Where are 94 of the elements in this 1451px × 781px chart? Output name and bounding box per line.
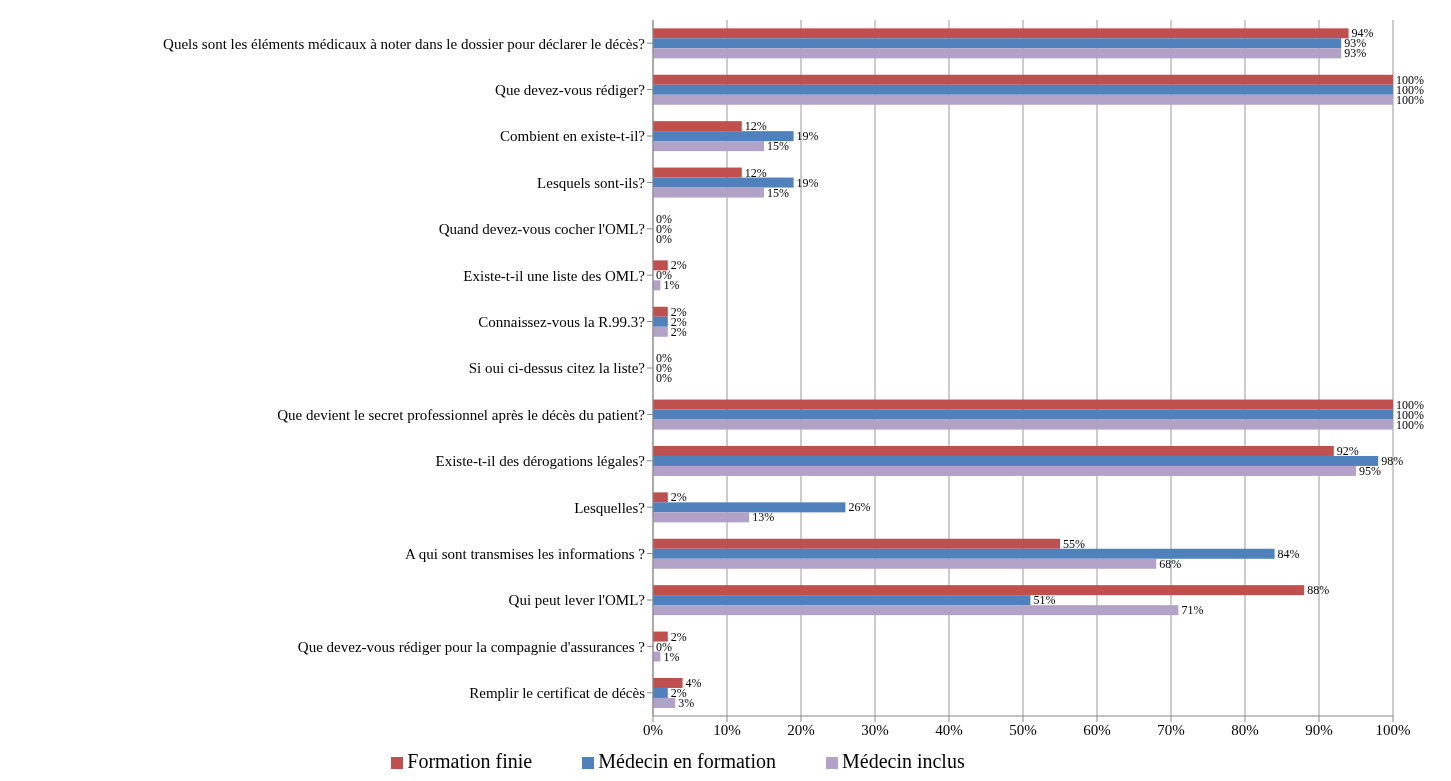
bar bbox=[653, 28, 1349, 39]
bar bbox=[653, 631, 668, 642]
data-label: 98% bbox=[1381, 453, 1404, 468]
data-label: 4% bbox=[685, 675, 702, 690]
bar bbox=[653, 605, 1179, 616]
bar bbox=[653, 445, 1334, 456]
x-tick-label: 60% bbox=[1083, 721, 1111, 738]
data-label: 12% bbox=[744, 119, 767, 134]
x-tick-label: 30% bbox=[861, 721, 889, 738]
y-tick-label: Existe-t-il des dérogations légales? bbox=[435, 453, 646, 470]
bar bbox=[653, 167, 742, 178]
y-tick-label: Quand devez-vous cocher l'OML? bbox=[438, 221, 646, 238]
bar bbox=[653, 74, 1393, 85]
data-label: 100% bbox=[1396, 72, 1424, 87]
y-tick-label: Combient en existe-t-il? bbox=[500, 128, 646, 145]
data-label: 2% bbox=[670, 490, 687, 505]
x-tick-label: 70% bbox=[1157, 721, 1185, 738]
data-label: 95% bbox=[1359, 463, 1381, 478]
x-tick-label: 80% bbox=[1231, 721, 1259, 738]
legend-label: Médecin en formation bbox=[598, 750, 776, 772]
bar bbox=[653, 48, 1342, 59]
y-tick-label: Qui peut lever l'OML? bbox=[508, 592, 646, 609]
x-tick-label: 40% bbox=[935, 721, 963, 738]
data-label: 15% bbox=[767, 185, 789, 200]
data-label: 100% bbox=[1396, 397, 1424, 412]
y-tick-label: Que devez-vous rédiger pour la compagnie d'assurances ? bbox=[297, 638, 646, 655]
data-label: 13% bbox=[752, 510, 775, 525]
bar bbox=[653, 409, 1393, 420]
data-label: 51% bbox=[1033, 593, 1056, 608]
x-tick-label: 100% bbox=[1375, 721, 1411, 738]
bar bbox=[653, 399, 1393, 410]
bar bbox=[653, 260, 668, 271]
data-label: 92% bbox=[1336, 443, 1359, 458]
y-tick-label: Connaissez-vous la R.99.3? bbox=[478, 313, 646, 330]
y-tick-label: Quels sont les éléments médicaux à noter dans le dossier pour déclarer le décès? bbox=[163, 35, 646, 52]
bar bbox=[653, 687, 668, 698]
bar bbox=[653, 558, 1157, 569]
data-label: 68% bbox=[1159, 556, 1182, 571]
x-tick-label: 90% bbox=[1305, 721, 1333, 738]
y-tick-label: A qui sont transmises les informations ? bbox=[405, 545, 646, 562]
data-label: 0% bbox=[656, 371, 672, 386]
y-tick-label: Que devez-vous rédiger? bbox=[495, 81, 646, 98]
x-tick-label: 10% bbox=[713, 721, 741, 738]
y-tick-label: Lesquels sont-ils? bbox=[537, 174, 646, 191]
legend-label: Médecin inclus bbox=[841, 750, 965, 772]
y-tick-label: Si oui ci-dessus citez la liste? bbox=[468, 360, 646, 377]
bar bbox=[653, 94, 1393, 105]
bar bbox=[653, 512, 750, 523]
bar bbox=[653, 38, 1342, 49]
bar bbox=[653, 548, 1275, 559]
bar bbox=[653, 502, 846, 513]
data-label: 26% bbox=[848, 500, 871, 515]
x-tick-label: 50% bbox=[1009, 721, 1037, 738]
x-tick-label: 20% bbox=[787, 721, 815, 738]
data-label: 71% bbox=[1181, 603, 1204, 618]
data-label: 2% bbox=[670, 629, 687, 644]
y-tick-label: Existe-t-il une liste des OML? bbox=[463, 267, 646, 284]
data-label: 93% bbox=[1344, 46, 1367, 61]
bar bbox=[653, 455, 1379, 466]
legend-label: Formation finie bbox=[407, 750, 533, 772]
data-label: 55% bbox=[1063, 536, 1085, 551]
data-label: 2% bbox=[670, 685, 687, 700]
data-label: 12% bbox=[744, 165, 767, 180]
bar bbox=[653, 306, 668, 317]
bar bbox=[653, 595, 1031, 606]
bar bbox=[653, 538, 1060, 549]
bar bbox=[653, 121, 742, 132]
bar bbox=[653, 141, 764, 152]
bar bbox=[653, 326, 668, 337]
data-label: 2% bbox=[670, 258, 687, 273]
bar bbox=[653, 187, 764, 198]
bar bbox=[653, 677, 683, 688]
data-label: 19% bbox=[796, 129, 819, 144]
bar bbox=[653, 419, 1393, 430]
bar bbox=[653, 697, 676, 708]
bar bbox=[653, 84, 1393, 95]
data-label: 84% bbox=[1277, 546, 1300, 561]
data-label: 19% bbox=[796, 175, 819, 190]
bar bbox=[653, 492, 668, 503]
bar bbox=[653, 177, 794, 188]
y-tick-label: Remplir le certificat de décès bbox=[469, 685, 646, 702]
y-tick-label: Lesquelles? bbox=[574, 499, 646, 516]
y-tick-label: Que devient le secret professionnel après le décès du patient? bbox=[277, 406, 646, 423]
data-label: 2% bbox=[670, 304, 687, 319]
data-label: 1% bbox=[663, 278, 680, 293]
bar bbox=[653, 465, 1356, 476]
data-label: 0% bbox=[656, 639, 672, 654]
bar bbox=[653, 316, 668, 327]
data-label: 0% bbox=[656, 211, 672, 226]
x-tick-label: 0% bbox=[643, 721, 663, 738]
bar bbox=[653, 585, 1305, 596]
bar bbox=[653, 131, 794, 142]
data-label: 88% bbox=[1307, 583, 1330, 598]
data-label: 15% bbox=[767, 139, 789, 154]
